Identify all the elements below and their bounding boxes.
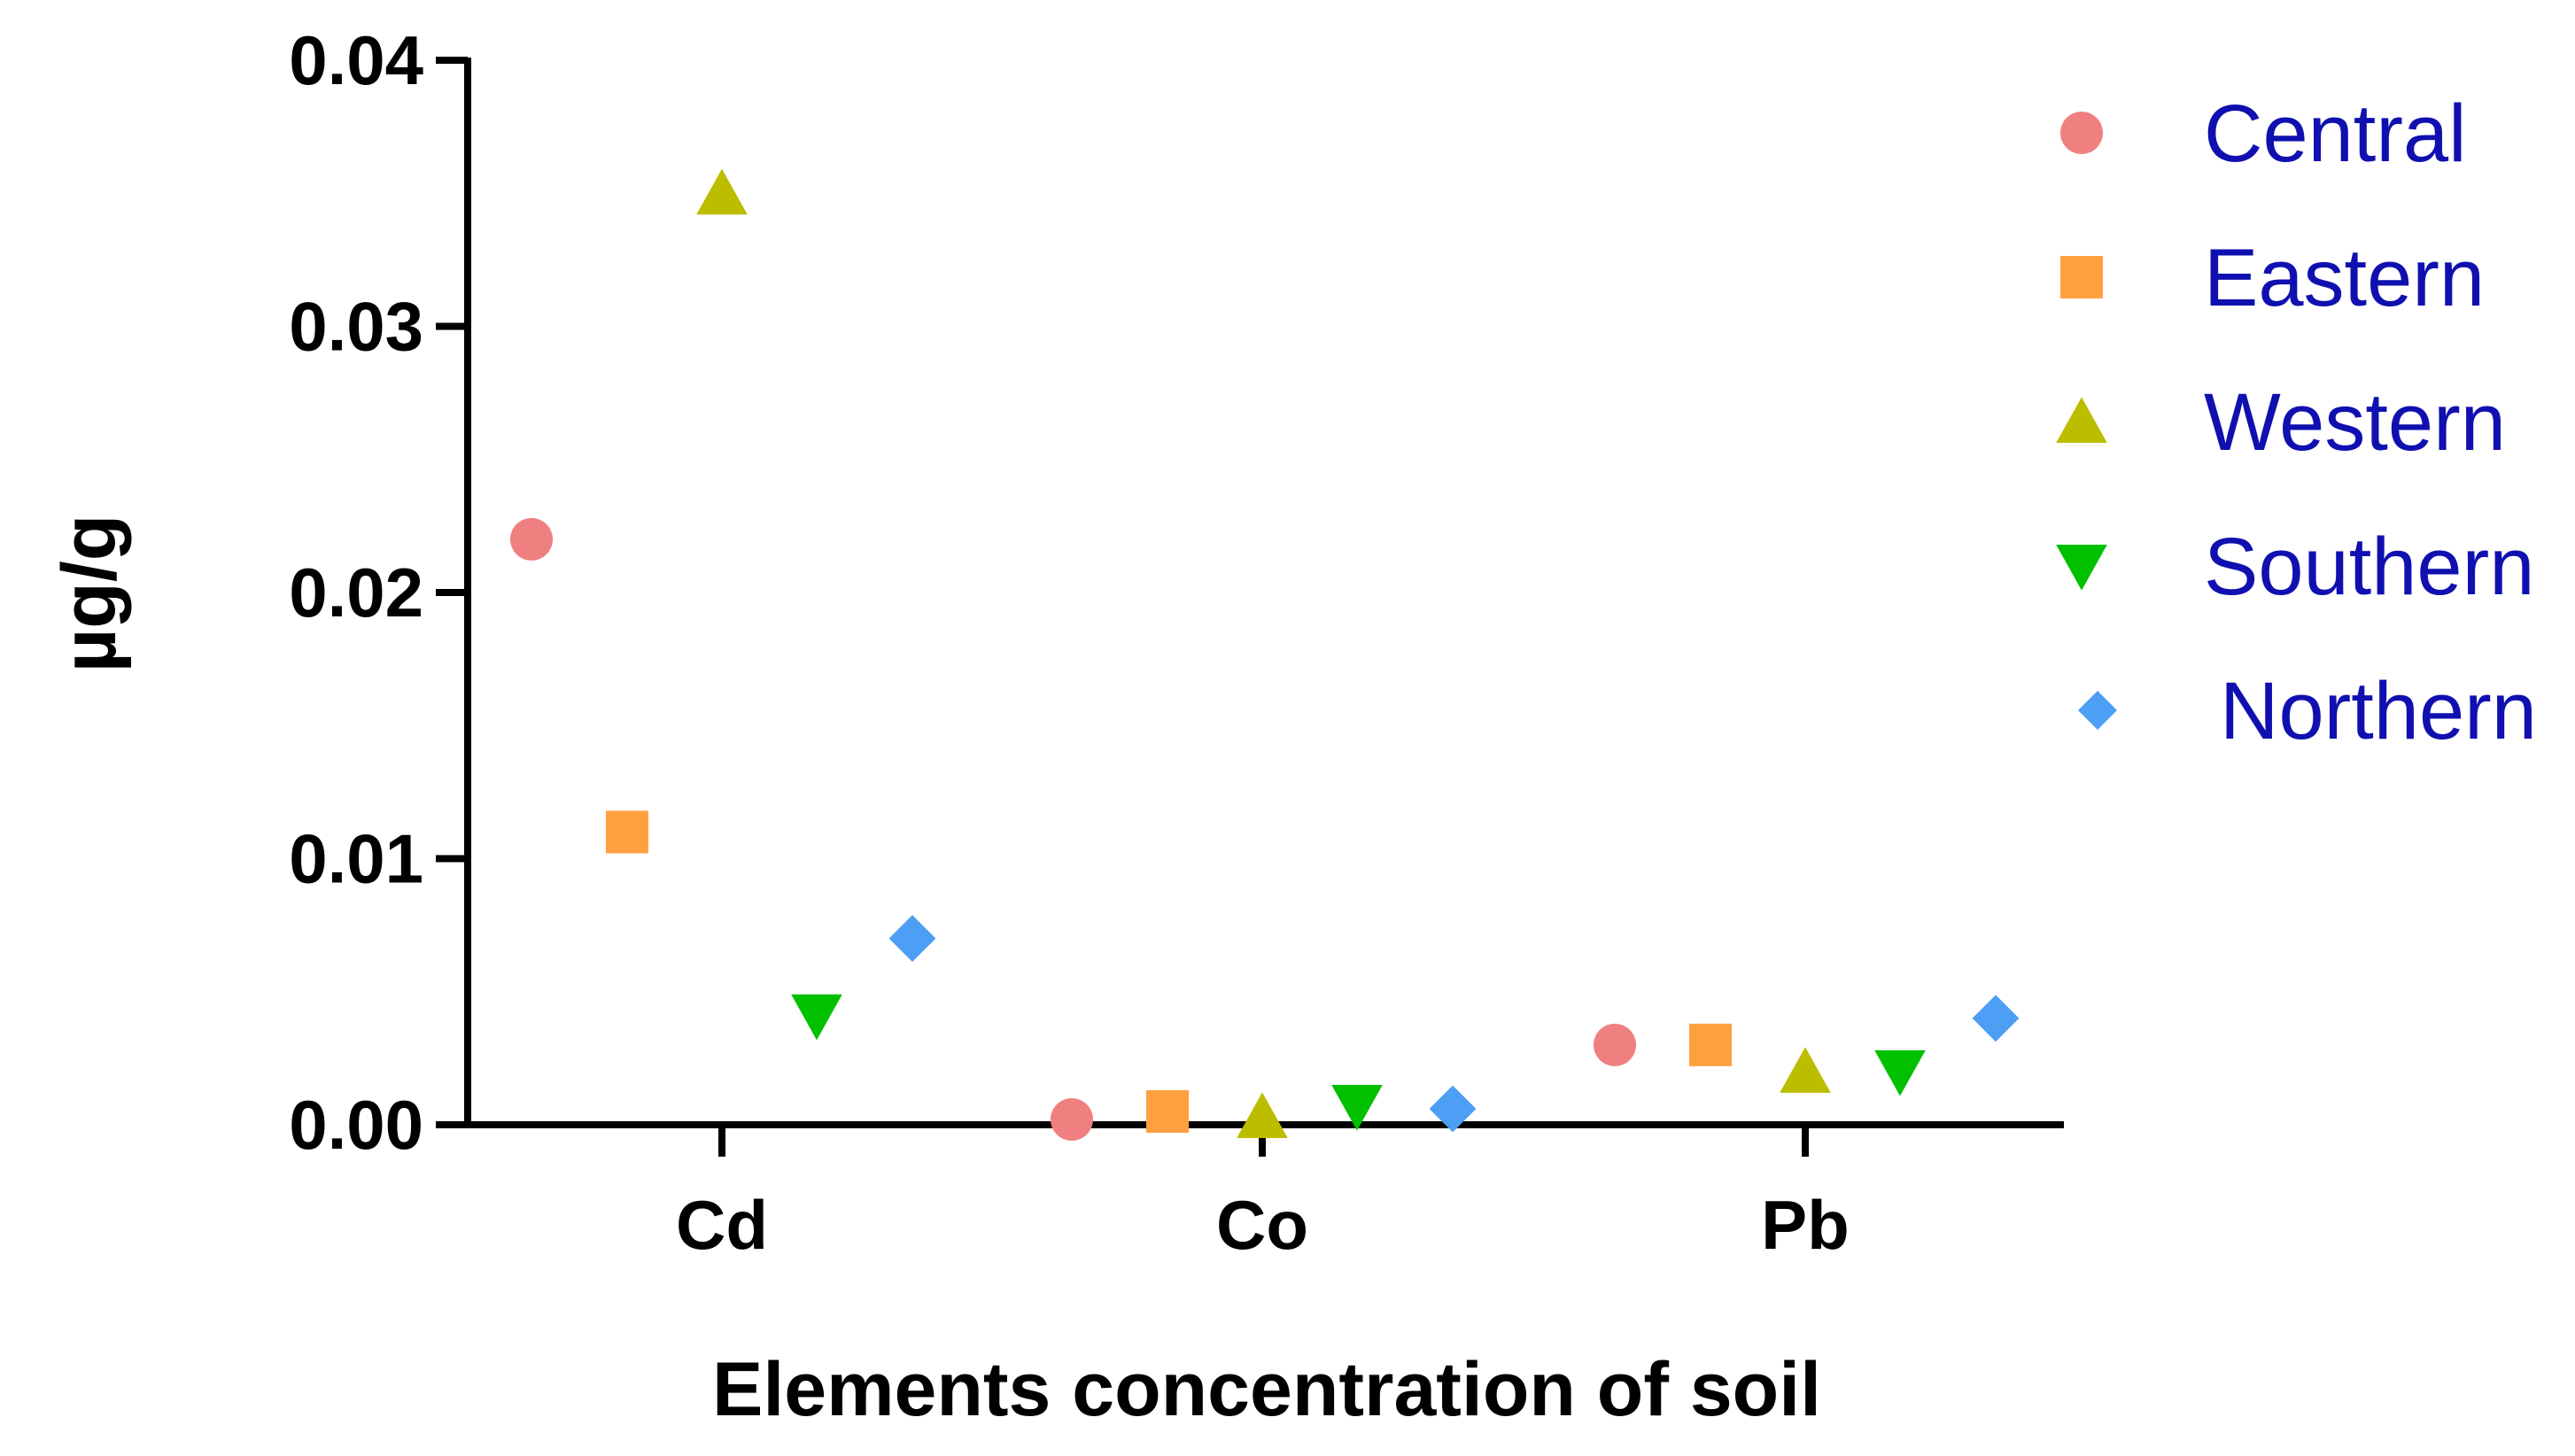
legend-marker-western	[2056, 397, 2107, 443]
y-axis-ticks: 0.00 0.01 0.02 0.03 0.04	[289, 21, 468, 1164]
x-tick-label: Cd	[676, 1186, 768, 1264]
legend-label-eastern: Eastern	[2204, 233, 2485, 323]
y-tick-label: 0.04	[289, 21, 423, 99]
x-axis-title: Elements concentration of soil	[712, 1347, 1821, 1432]
point-northern-co	[1429, 1085, 1477, 1133]
legend-marker-eastern	[2060, 256, 2103, 298]
point-western-co	[1237, 1092, 1288, 1138]
legend-label-central: Central	[2204, 89, 2467, 179]
axes	[464, 58, 2064, 1128]
point-southern-cd	[791, 994, 842, 1041]
point-southern-pb	[1874, 1049, 1926, 1096]
data-points	[510, 168, 2020, 1141]
legend-marker-northern	[2078, 691, 2117, 730]
legend-label-northern: Northern	[2220, 666, 2537, 756]
y-axis-title: µg/g	[47, 515, 132, 673]
legend-marker-southern	[2056, 545, 2107, 591]
point-central-co	[1051, 1097, 1093, 1141]
legend-label-western: Western	[2204, 377, 2506, 468]
y-tick-label: 0.02	[289, 554, 423, 631]
y-tick-label: 0.00	[289, 1086, 423, 1164]
point-central-pb	[1594, 1023, 1636, 1066]
y-tick-label: 0.01	[289, 820, 423, 898]
point-southern-co	[1331, 1084, 1383, 1131]
legend: Central Eastern Western Southern Northern	[2056, 89, 2537, 756]
y-tick-label: 0.03	[289, 288, 423, 366]
point-western-pb	[1780, 1047, 1831, 1093]
legend-label-southern: Southern	[2204, 522, 2534, 612]
point-eastern-cd	[606, 810, 648, 854]
point-eastern-pb	[1689, 1023, 1732, 1066]
point-western-cd	[696, 168, 748, 215]
point-central-cd	[510, 517, 553, 561]
point-eastern-co	[1146, 1089, 1189, 1133]
x-axis-ticks: Cd Co Pb	[676, 1125, 1850, 1264]
point-northern-pb	[1972, 995, 2020, 1042]
point-northern-cd	[888, 915, 936, 963]
legend-marker-central	[2060, 112, 2103, 154]
x-tick-label: Pb	[1761, 1186, 1850, 1264]
x-tick-label: Co	[1216, 1186, 1308, 1264]
